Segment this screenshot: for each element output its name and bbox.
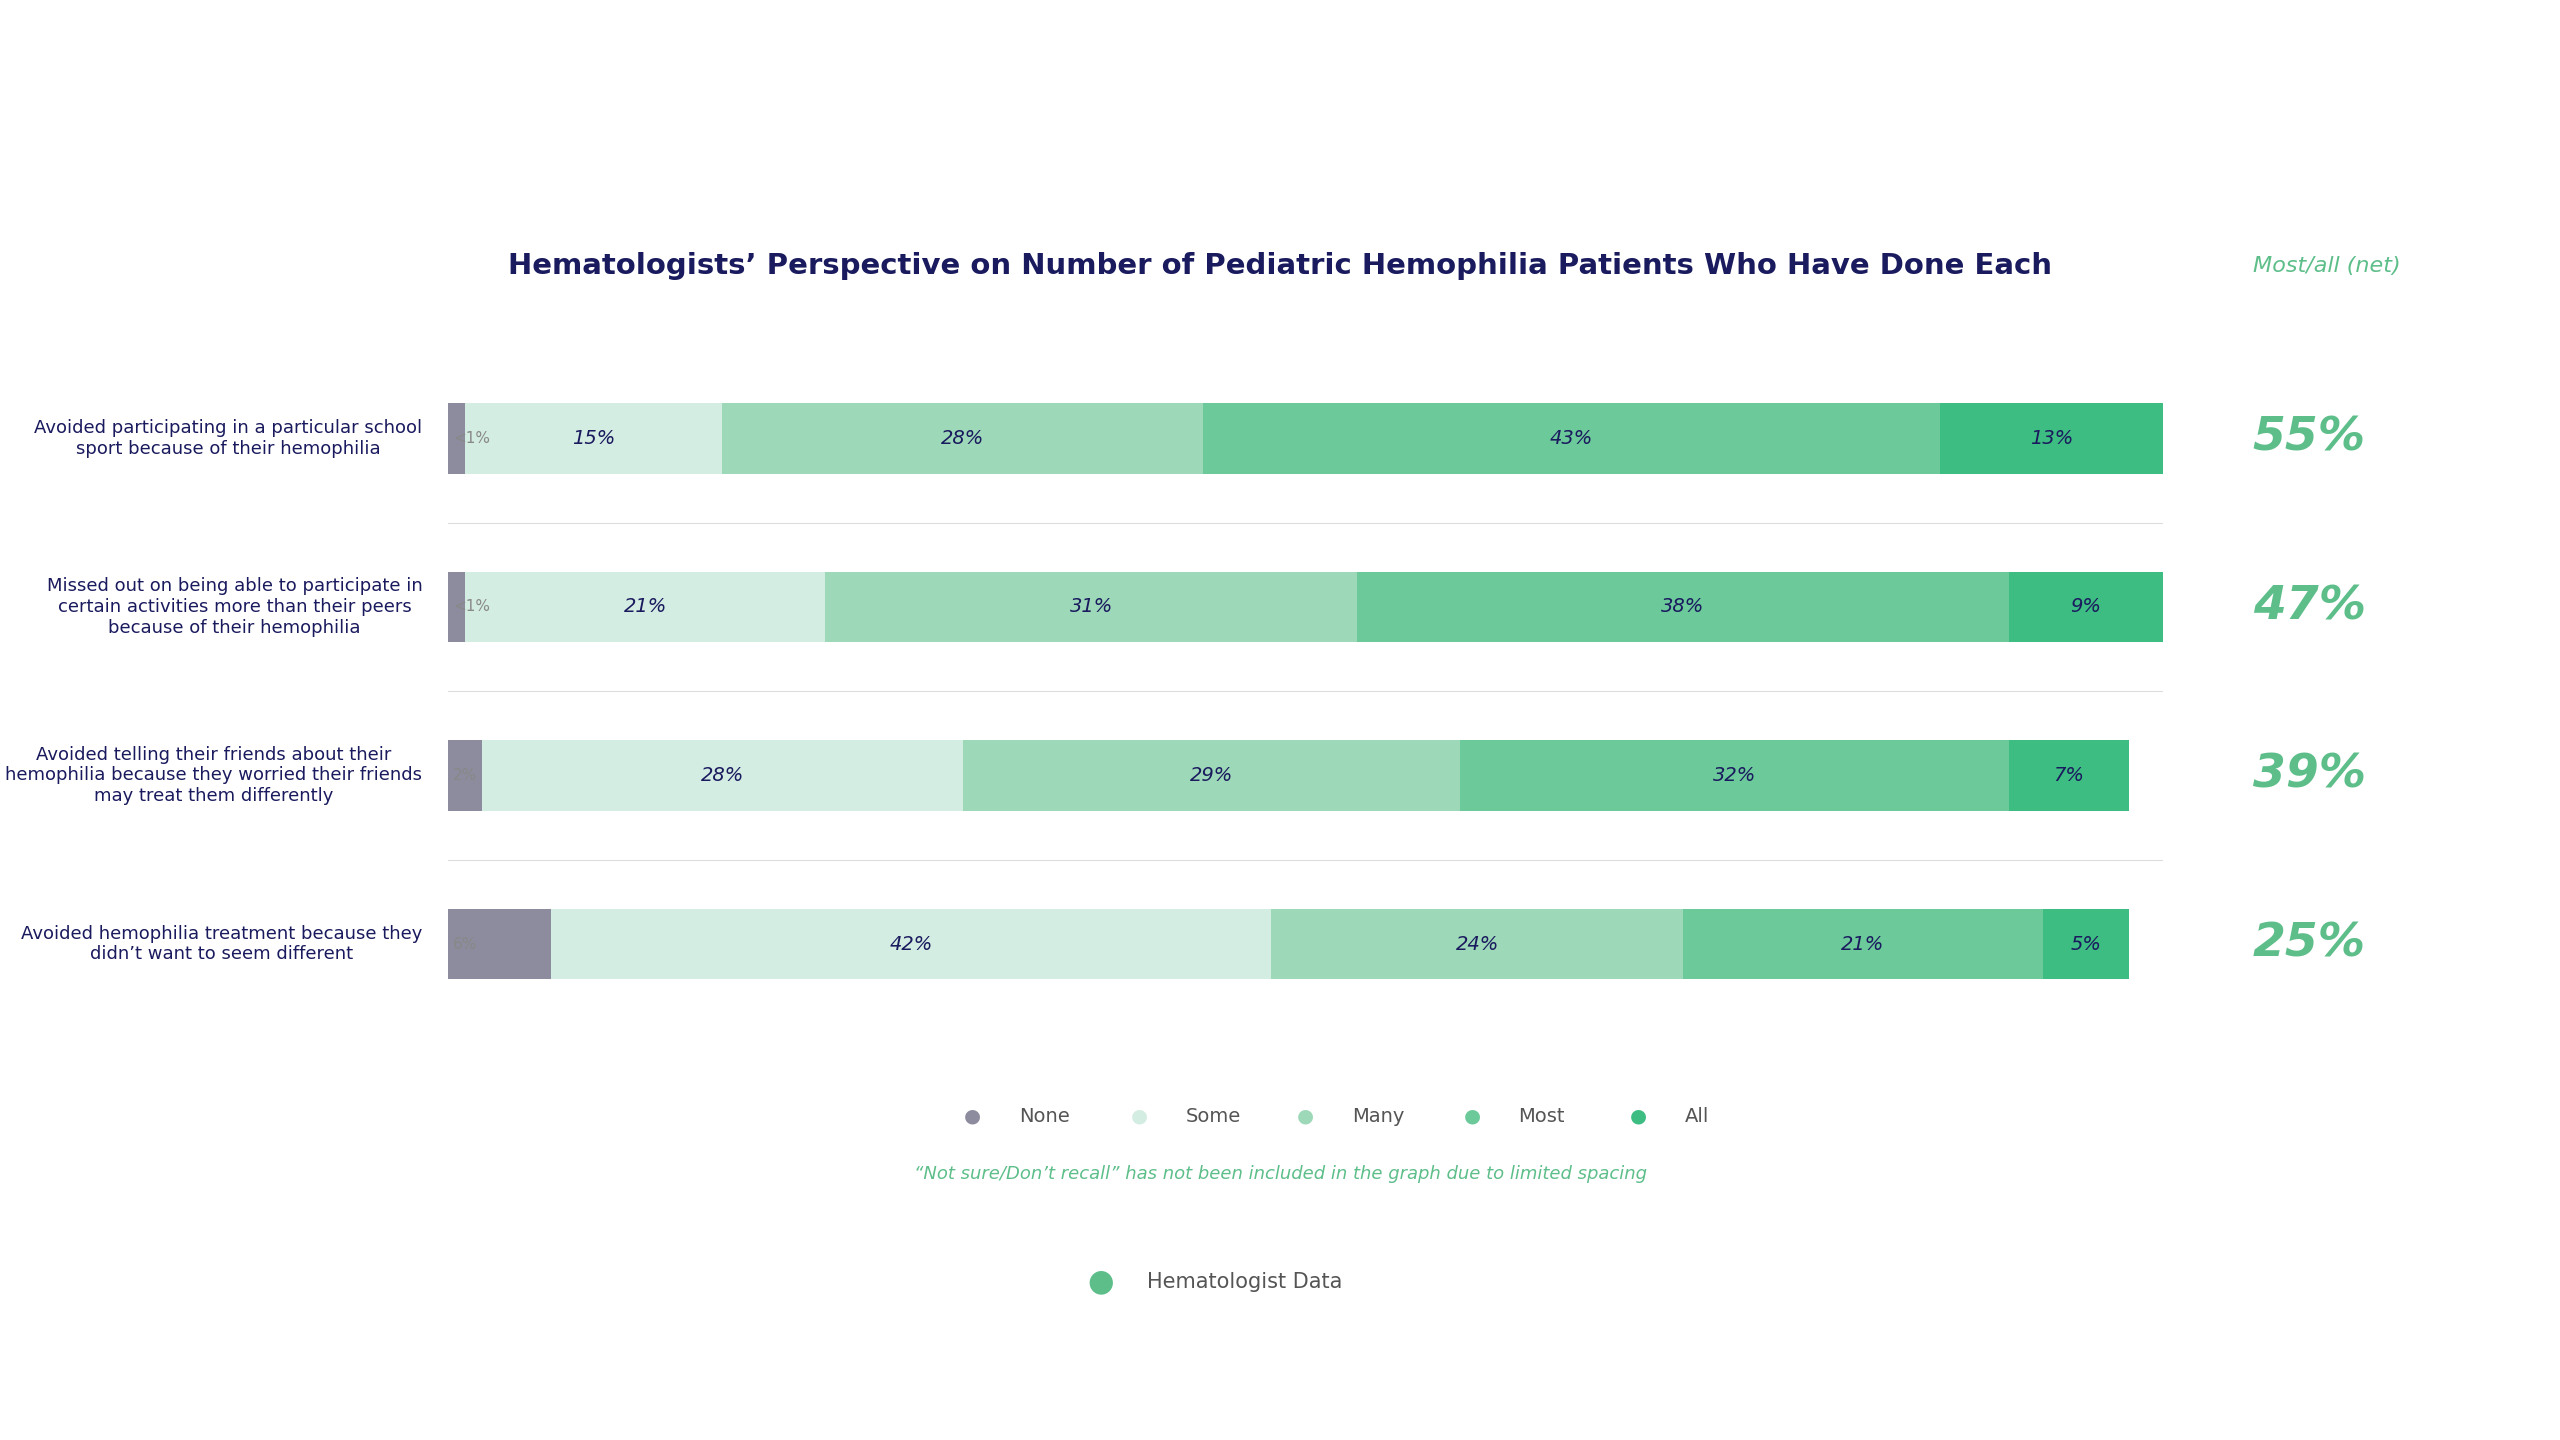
Text: Many: Many [1352, 1106, 1403, 1126]
Text: ●: ● [965, 1106, 980, 1126]
Bar [448, 909, 550, 979]
Text: 42%: 42% [888, 935, 932, 953]
Text: <1%: <1% [453, 431, 489, 446]
Text: ●: ● [1464, 1106, 1480, 1126]
Text: 21%: 21% [1841, 935, 1884, 953]
Bar [1940, 403, 2163, 474]
Text: All: All [1684, 1106, 1710, 1126]
Text: 6%: 6% [453, 936, 479, 952]
Text: 25%: 25% [2253, 922, 2365, 966]
Text: Most/all (net): Most/all (net) [2253, 256, 2401, 276]
Text: Most: Most [1518, 1106, 1564, 1126]
Bar [824, 572, 1357, 642]
Bar [1272, 909, 1682, 979]
Text: 29%: 29% [1190, 766, 1234, 785]
Bar [481, 740, 963, 811]
Text: ●: ● [1132, 1106, 1147, 1126]
Bar [1682, 909, 2043, 979]
Bar [2043, 909, 2130, 979]
Text: 7%: 7% [2053, 766, 2084, 785]
Bar [448, 740, 481, 811]
Text: 13%: 13% [2030, 429, 2074, 448]
Text: <1%: <1% [453, 599, 489, 615]
Bar [963, 740, 1459, 811]
Bar [466, 572, 824, 642]
Bar [2010, 740, 2130, 811]
Text: 15%: 15% [573, 429, 614, 448]
Text: 28%: 28% [942, 429, 983, 448]
Text: 55%: 55% [2253, 416, 2365, 461]
Text: ●: ● [1088, 1267, 1114, 1296]
Text: ●: ● [1631, 1106, 1646, 1126]
Text: 43%: 43% [1549, 429, 1592, 448]
Text: 9%: 9% [2071, 598, 2102, 616]
Text: Some: Some [1185, 1106, 1242, 1126]
Text: 38%: 38% [1661, 598, 1705, 616]
Text: Missed out on being able to participate in
certain activities more than their pe: Missed out on being able to participate … [46, 577, 422, 636]
Text: 47%: 47% [2253, 585, 2365, 629]
Bar [1203, 403, 1940, 474]
Text: None: None [1019, 1106, 1070, 1126]
Bar [448, 572, 466, 642]
Text: 32%: 32% [1713, 766, 1756, 785]
Bar [1459, 740, 2010, 811]
Text: 5%: 5% [2071, 935, 2102, 953]
Text: 31%: 31% [1070, 598, 1114, 616]
Text: 21%: 21% [625, 598, 666, 616]
Bar [448, 403, 466, 474]
Text: Avoided participating in a particular school
sport because of their hemophilia: Avoided participating in a particular sc… [33, 419, 422, 458]
Text: 28%: 28% [701, 766, 745, 785]
Bar [1357, 572, 2010, 642]
Text: Avoided telling their friends about their
hemophilia because they worried their : Avoided telling their friends about thei… [5, 746, 422, 805]
Text: 2%: 2% [453, 768, 476, 783]
Bar [466, 403, 722, 474]
Bar [550, 909, 1272, 979]
Bar [722, 403, 1203, 474]
Text: Hematologists’ Perspective on Number of Pediatric Hemophilia Patients Who Have D: Hematologists’ Perspective on Number of … [507, 252, 2053, 281]
Text: “Not sure/Don’t recall” has not been included in the graph due to limited spacin: “Not sure/Don’t recall” has not been inc… [914, 1165, 1646, 1182]
Text: Hematologist Data: Hematologist Data [1147, 1272, 1341, 1292]
Text: Avoided hemophilia treatment because they
didn’t want to seem different: Avoided hemophilia treatment because the… [20, 924, 422, 963]
Text: 24%: 24% [1457, 935, 1498, 953]
Text: ●: ● [1298, 1106, 1313, 1126]
Bar [2010, 572, 2163, 642]
Text: 39%: 39% [2253, 753, 2365, 798]
